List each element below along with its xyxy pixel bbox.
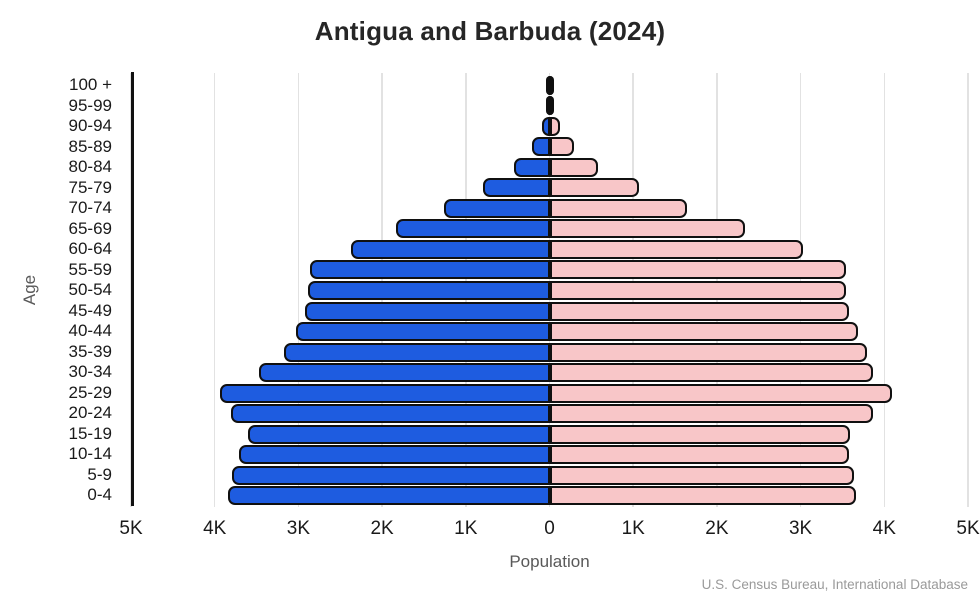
age-tick-label: 45-49 <box>68 300 112 320</box>
bar-male-55-59 <box>310 260 550 280</box>
bar-female-30-34 <box>549 363 873 383</box>
y-axis-labels: 100 +95-99 90-94 85-89 80-84 75-79 70-74 65-69… <box>0 75 112 506</box>
bar-male-25-29 <box>220 383 550 403</box>
bar-male-15-19 <box>247 424 550 444</box>
bar-male-40-44 <box>295 322 550 342</box>
age-tick-label: 65-69 <box>68 218 112 238</box>
age-tick-label: 75-79 <box>68 177 112 197</box>
bar-male-30-34 <box>259 363 550 383</box>
x-tick-label: 1K <box>621 518 645 539</box>
bar-female-65-69 <box>549 219 745 239</box>
x-tick-label: 0 <box>544 518 555 539</box>
y-axis-line <box>131 72 134 506</box>
bar-male-95-99 <box>545 96 550 116</box>
x-tick-label: 5K <box>956 518 980 539</box>
bar-female-25-29 <box>549 383 893 403</box>
bar-male-50-54 <box>307 280 550 300</box>
bar-male-0-4 <box>228 486 550 506</box>
age-tick-label: 20-24 <box>68 403 112 423</box>
bar-male-45-49 <box>304 301 550 321</box>
bar-male-20-24 <box>231 404 550 424</box>
bar-male-35-39 <box>284 342 550 362</box>
age-tick-label: 50-54 <box>68 280 112 300</box>
plot-area <box>130 73 969 507</box>
bar-female-75-79 <box>549 178 640 198</box>
age-tick-label: 85-89 <box>68 136 112 156</box>
x-tick-label: 2K <box>370 518 394 539</box>
age-tick-label: 35-39 <box>68 341 112 361</box>
age-tick-label: 95-99 <box>68 95 112 115</box>
bar-male-5-9 <box>232 465 550 485</box>
chart-title: Antigua and Barbuda (2024) <box>314 16 666 46</box>
bar-male-80-84 <box>514 157 550 177</box>
bar-male-90-94 <box>541 116 550 136</box>
age-tick-label: 100 + <box>68 75 112 94</box>
bar-male-75-79 <box>482 178 550 198</box>
age-tick-label: 90-94 <box>68 116 112 136</box>
age-tick-label: 10-14 <box>68 444 112 464</box>
bar-female-50-54 <box>549 280 846 300</box>
gridline <box>297 73 300 507</box>
source-credit: U.S. Census Bureau, International Databa… <box>701 577 968 592</box>
x-axis-labels: 5K 4K 3K 2K 1K 0 1K 2K 3K 4K 5K <box>119 518 979 544</box>
gridline <box>213 73 216 507</box>
bar-male-10-14 <box>239 445 550 465</box>
age-tick-label: 55-59 <box>68 259 112 279</box>
age-tick-label: 80-84 <box>68 157 112 177</box>
gridline <box>967 73 969 507</box>
x-tick-label: 3K <box>286 518 311 539</box>
bar-female-70-74 <box>549 198 687 218</box>
bar-male-60-64 <box>351 239 550 259</box>
bar-female-10-14 <box>549 445 849 465</box>
bar-male-100+ <box>545 75 550 95</box>
age-tick-label: 15-19 <box>68 423 112 443</box>
age-tick-label: 40-44 <box>68 321 112 341</box>
age-tick-label: 70-74 <box>68 198 112 218</box>
x-tick-label: 4K <box>203 518 227 539</box>
bar-female-35-39 <box>549 342 868 362</box>
bar-female-90-94 <box>549 116 560 136</box>
bar-male-70-74 <box>444 198 550 218</box>
age-tick-label: 5-9 <box>87 464 112 484</box>
x-tick-label: 4K <box>872 518 896 539</box>
bar-female-60-64 <box>549 239 803 259</box>
bar-female-95-99 <box>549 96 554 116</box>
age-tick-label: 30-34 <box>68 362 112 382</box>
bar-female-20-24 <box>549 404 873 424</box>
x-tick-label: 5K <box>119 518 143 539</box>
x-tick-label: 3K <box>788 518 813 539</box>
bar-female-40-44 <box>549 322 858 342</box>
bar-female-55-59 <box>549 260 847 280</box>
bar-female-100+ <box>549 75 554 95</box>
bar-male-65-69 <box>395 219 550 239</box>
bar-female-80-84 <box>549 157 599 177</box>
bar-female-15-19 <box>549 424 850 444</box>
bar-male-85-89 <box>532 137 550 157</box>
bar-female-5-9 <box>549 465 854 485</box>
age-tick-label: 25-29 <box>68 382 112 402</box>
bar-female-45-49 <box>549 301 849 321</box>
age-tick-label: 0-4 <box>87 485 112 505</box>
bar-female-0-4 <box>549 486 857 506</box>
bar-female-85-89 <box>549 137 574 157</box>
x-tick-label: 2K <box>705 518 729 539</box>
age-tick-label: 60-64 <box>68 239 112 259</box>
x-axis-title: Population <box>509 552 590 571</box>
x-tick-label: 1K <box>454 518 478 539</box>
gridline <box>883 73 886 507</box>
